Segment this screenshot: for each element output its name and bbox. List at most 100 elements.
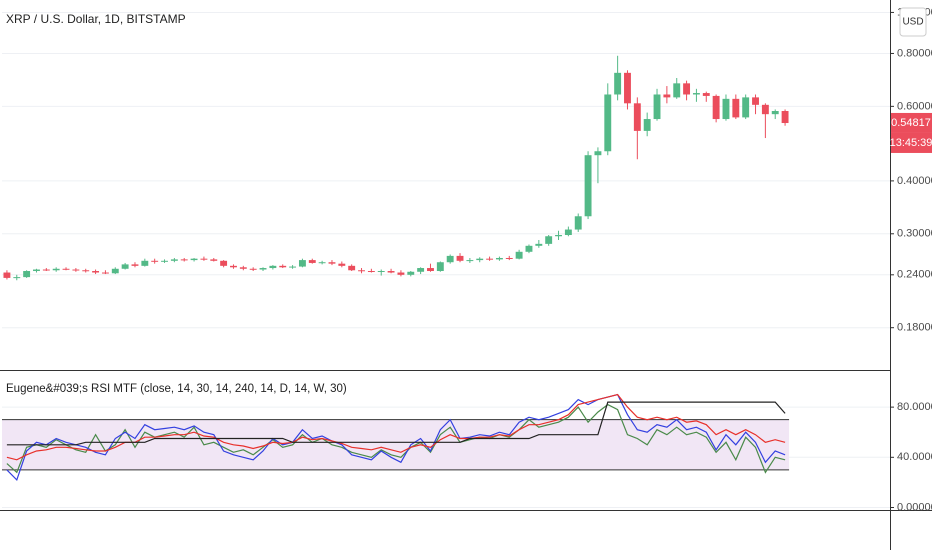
candle-body	[515, 251, 523, 259]
candle-body	[23, 271, 31, 278]
rsi-line	[6, 401, 786, 446]
candle-body	[564, 229, 572, 236]
candle-body	[259, 268, 267, 270]
candle-body	[535, 243, 543, 246]
candle-body	[752, 97, 759, 105]
candle-body	[180, 259, 188, 261]
candle-body	[33, 269, 40, 272]
candle-body	[72, 269, 80, 271]
candle-body	[446, 255, 454, 263]
candle-body	[683, 83, 691, 95]
chart-title: XRP / U.S. Dollar, 1D, BITSTAMP	[6, 12, 186, 26]
currency-label[interactable]: USD	[902, 17, 923, 28]
candle-body	[101, 272, 109, 274]
candle-body	[358, 270, 365, 272]
candle-body	[338, 263, 346, 266]
candle-body	[82, 270, 90, 272]
candle-body	[761, 104, 769, 115]
candle-body	[367, 271, 375, 273]
last-price-box	[891, 112, 932, 133]
candle-body	[161, 260, 168, 262]
candle-body	[131, 264, 139, 266]
candle-body	[170, 259, 178, 261]
candle-body	[604, 94, 612, 152]
candle-body	[52, 268, 60, 271]
candle-body	[732, 98, 740, 118]
candle-body	[466, 260, 474, 262]
y-tick-label: 0.00000	[897, 501, 932, 513]
candle-body	[456, 255, 464, 261]
candle-body	[200, 258, 208, 260]
candle-body	[42, 269, 50, 271]
candle-body	[712, 95, 720, 120]
candle-body	[308, 260, 316, 263]
candle-body	[318, 262, 326, 264]
candle-body	[742, 97, 750, 118]
candle-body	[653, 94, 661, 120]
candle-body	[663, 94, 671, 98]
candle-body	[486, 258, 494, 260]
candle-body	[436, 262, 444, 272]
candle-body	[584, 155, 592, 217]
candle-body	[92, 271, 100, 273]
candle-body	[328, 262, 336, 264]
candle-body	[249, 268, 257, 270]
candle-body	[692, 93, 700, 95]
candle-body	[298, 260, 306, 267]
candle-body	[427, 268, 434, 272]
countdown-box	[891, 132, 932, 153]
candle-body	[13, 277, 21, 279]
indicator-title: Eugene&#039;s RSI MTF (close, 14, 30, 14…	[6, 383, 347, 395]
candle-body	[151, 260, 159, 262]
candle-body	[279, 265, 287, 268]
candle-body	[269, 265, 277, 269]
candle-body	[633, 103, 641, 131]
candle-body	[289, 266, 297, 268]
candle-body	[397, 272, 405, 275]
rsi-line	[6, 393, 786, 482]
candle-body	[505, 257, 513, 259]
last-price-label: 0.54817	[891, 117, 931, 129]
candle-body	[377, 271, 385, 273]
candle-body	[555, 235, 562, 237]
rsi-line	[6, 393, 786, 461]
candle-body	[574, 216, 582, 230]
candle-body	[190, 258, 198, 261]
y-tick-label: 80.00000	[897, 401, 932, 413]
countdown-label: 13:45:39	[890, 137, 932, 149]
candle-body	[594, 151, 602, 156]
candle-body	[614, 72, 622, 95]
candle-body	[495, 257, 503, 260]
rsi-line	[6, 403, 786, 474]
currency-button[interactable]	[899, 7, 927, 37]
candle-body	[210, 259, 218, 261]
candle-body	[230, 265, 237, 268]
candle-body	[141, 260, 149, 266]
candle-body	[781, 111, 789, 124]
candle-body	[771, 111, 779, 115]
candle-body	[476, 258, 484, 261]
marks	[2, 55, 790, 482]
candle-body	[673, 83, 681, 98]
candle-body	[387, 271, 395, 273]
candle-body	[348, 265, 356, 271]
candle-body	[111, 268, 119, 274]
candle-body	[239, 267, 247, 269]
candle-body	[702, 93, 710, 96]
candle-body	[417, 268, 425, 272]
candle-body	[545, 236, 553, 244]
candle-body	[3, 272, 11, 278]
candle-body	[643, 119, 651, 131]
candle-body	[62, 268, 70, 270]
candle-body	[525, 245, 533, 252]
candle-body	[407, 271, 415, 275]
candle-body	[624, 72, 631, 104]
